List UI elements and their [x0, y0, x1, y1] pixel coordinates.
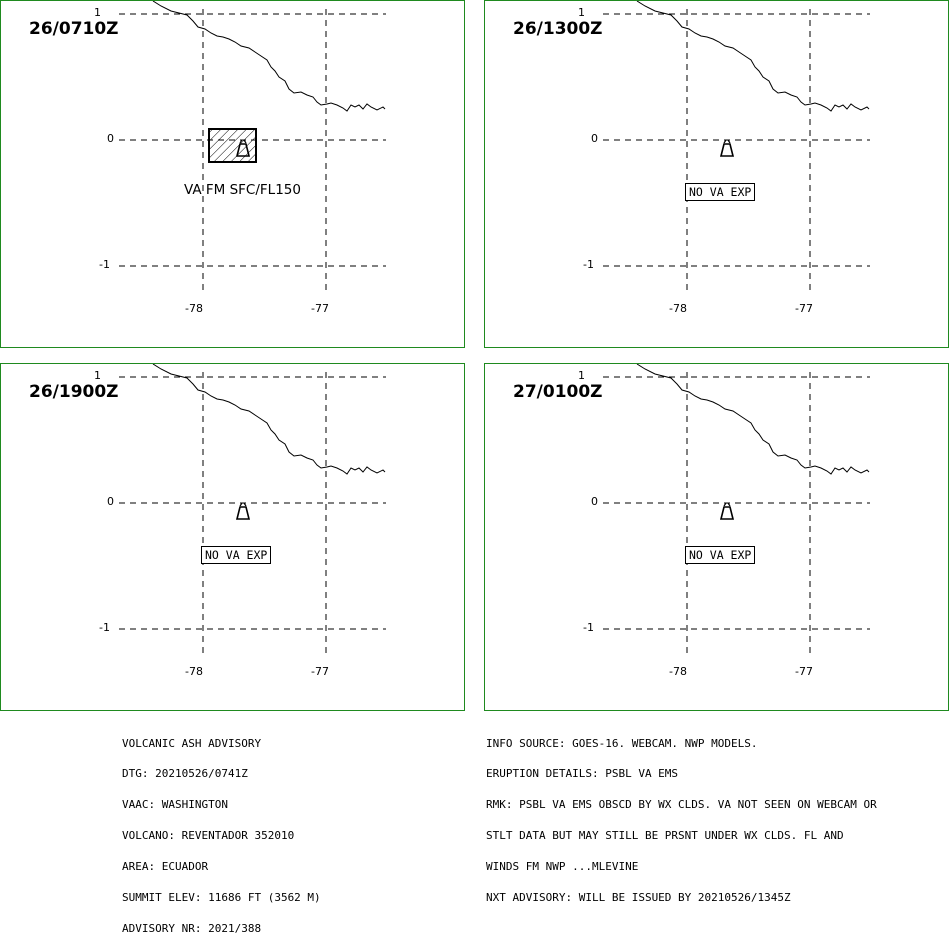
latitude-label: 1 [578, 6, 585, 19]
latitude-label: -1 [99, 621, 110, 634]
forecast-panel: 27/0100Z 1 0 -1 -78 -77 NO VA EXP [484, 363, 949, 711]
volcano-icon [235, 139, 251, 157]
latitude-label: 0 [107, 495, 114, 508]
advisory-right-text: INFO SOURCE: GOES-16. WEBCAM. NWP MODELS… [486, 718, 877, 914]
longitude-label: -78 [669, 665, 687, 678]
forecast-panel: 26/1300Z 1 0 -1 -78 -77 NO VA EXP [484, 0, 949, 348]
coastline [636, 1, 870, 112]
latitude-label: 0 [591, 132, 598, 145]
advisory-left-text: VOLCANIC ASH ADVISORY DTG: 20210526/0741… [122, 718, 321, 945]
coastline [636, 364, 870, 475]
map-canvas [119, 1, 386, 291]
forecast-panel: 26/1900Z 1 0 -1 -78 -77 NO VA EXP [0, 363, 465, 711]
volcano-icon [719, 139, 735, 157]
advisory-line: ERUPTION DETAILS: PSBL VA EMS [486, 767, 679, 781]
map-canvas [603, 364, 870, 654]
advisory-line: SUMMIT ELEV: 11686 FT (3562 M) [122, 891, 321, 905]
latitude-label: -1 [583, 258, 594, 271]
longitude-label: -78 [669, 302, 687, 315]
volcano-icon [719, 502, 735, 520]
volcano-icon [235, 502, 251, 520]
coastline [152, 364, 386, 475]
latitude-label: -1 [583, 621, 594, 634]
va-height-label: VA FM SFC/FL150 [184, 182, 301, 198]
map-canvas [119, 364, 386, 654]
va-status-box: NO VA EXP [685, 183, 756, 201]
advisory-line: NXT ADVISORY: WILL BE ISSUED BY 20210526… [486, 891, 791, 905]
panel-valid-time: 26/1900Z [29, 382, 119, 402]
advisory-line: RMK: PSBL VA EMS OBSCD BY WX CLDS. VA NO… [486, 798, 877, 812]
latitude-label: -1 [99, 258, 110, 271]
advisory-line: VAAC: WASHINGTON [122, 798, 228, 812]
advisory-line: STLT DATA BUT MAY STILL BE PRSNT UNDER W… [486, 829, 844, 843]
advisory-line: AREA: ECUADOR [122, 860, 209, 874]
map-canvas [603, 1, 870, 291]
advisory-line: VOLCANIC ASH ADVISORY [122, 736, 262, 750]
advisory-line: VOLCANO: REVENTADOR 352010 [122, 829, 295, 843]
longitude-label: -77 [795, 665, 813, 678]
longitude-label: -77 [311, 665, 329, 678]
longitude-label: -78 [185, 302, 203, 315]
ash-area-polygon [208, 128, 257, 163]
va-status-box: NO VA EXP [201, 546, 272, 564]
advisory-line: DTG: 20210526/0741Z [122, 767, 248, 781]
panel-valid-time: 27/0100Z [513, 382, 603, 402]
longitude-label: -78 [185, 665, 203, 678]
panel-valid-time: 26/1300Z [513, 19, 603, 39]
va-status-box: NO VA EXP [685, 546, 756, 564]
advisory-line: INFO SOURCE: GOES-16. WEBCAM. NWP MODELS… [486, 736, 758, 750]
latitude-label: 0 [107, 132, 114, 145]
latitude-label: 1 [94, 6, 101, 19]
coastline [152, 1, 386, 112]
longitude-label: -77 [311, 302, 329, 315]
latitude-label: 1 [578, 369, 585, 382]
latitude-label: 1 [94, 369, 101, 382]
latitude-label: 0 [591, 495, 598, 508]
advisory-line: ADVISORY NR: 2021/388 [122, 921, 262, 935]
forecast-panel: 26/0710Z 1 0 -1 -78 -77 VA FM SFC/FL150 [0, 0, 465, 348]
longitude-label: -77 [795, 302, 813, 315]
panel-valid-time: 26/0710Z [29, 19, 119, 39]
advisory-line: WINDS FM NWP ...MLEVINE [486, 860, 639, 874]
